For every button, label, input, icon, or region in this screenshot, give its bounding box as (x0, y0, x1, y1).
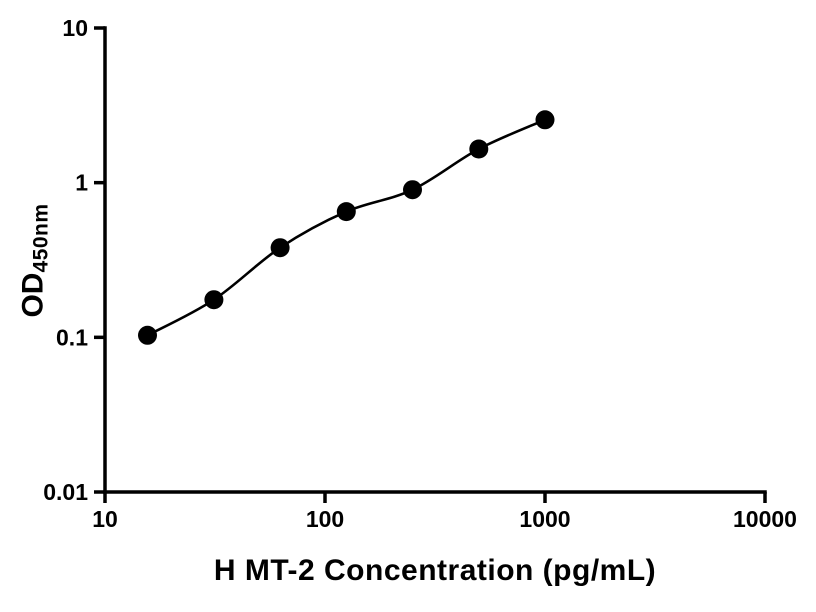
data-point-marker (535, 110, 555, 130)
y-tick-label: 1 (75, 170, 88, 196)
y-tick-label: 0.01 (43, 479, 88, 505)
x-tick-label: 100 (306, 506, 344, 532)
y-tick-label: 0.1 (56, 324, 88, 350)
x-axis-title: H MT-2 Concentration (pg/mL) (213, 554, 657, 587)
data-point-marker (270, 238, 290, 258)
data-point-marker (204, 290, 224, 310)
x-tick-label: 10 (92, 506, 118, 532)
x-tick-label: 1000 (519, 506, 570, 532)
y-axis-title-subscript: 450nm (29, 202, 53, 273)
x-tick-label: 10000 (733, 506, 797, 532)
y-tick-label: 10 (62, 15, 88, 41)
data-point-marker (469, 139, 489, 159)
data-point-marker (403, 180, 422, 200)
data-point-marker (138, 325, 157, 345)
y-axis-title: OD450nm (17, 203, 54, 317)
y-axis-title-main: OD (16, 272, 50, 318)
y-axis-title-box: OD450nm (6, 140, 64, 380)
data-point-marker (336, 202, 356, 222)
